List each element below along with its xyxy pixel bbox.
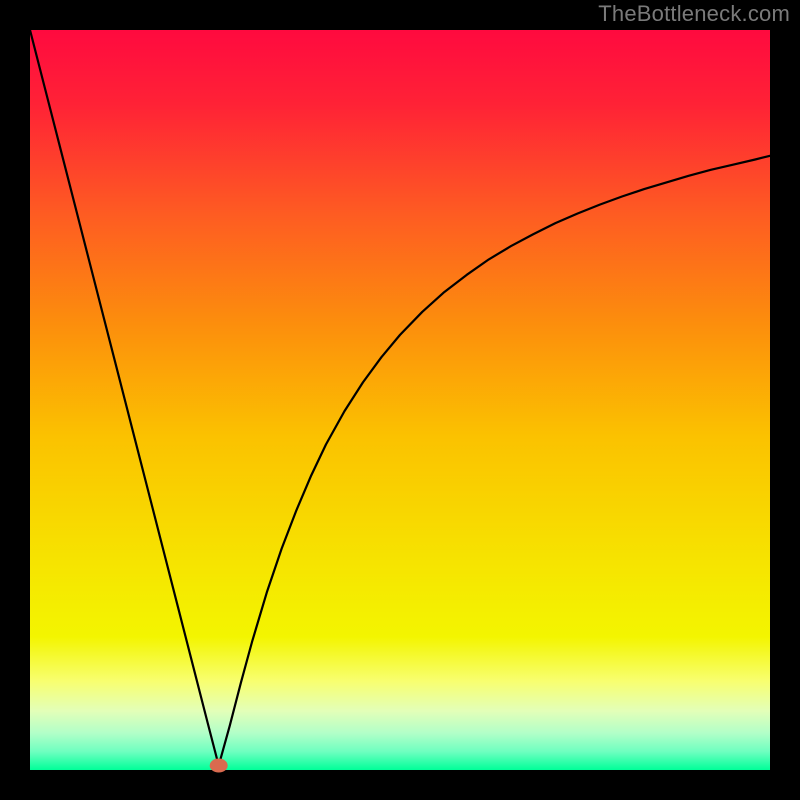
plot-area (30, 30, 770, 770)
watermark-label: TheBottleneck.com (598, 0, 790, 28)
chart-frame: TheBottleneck.com (0, 0, 800, 800)
bottleneck-curve-chart (0, 0, 800, 800)
minimum-marker (210, 759, 228, 773)
